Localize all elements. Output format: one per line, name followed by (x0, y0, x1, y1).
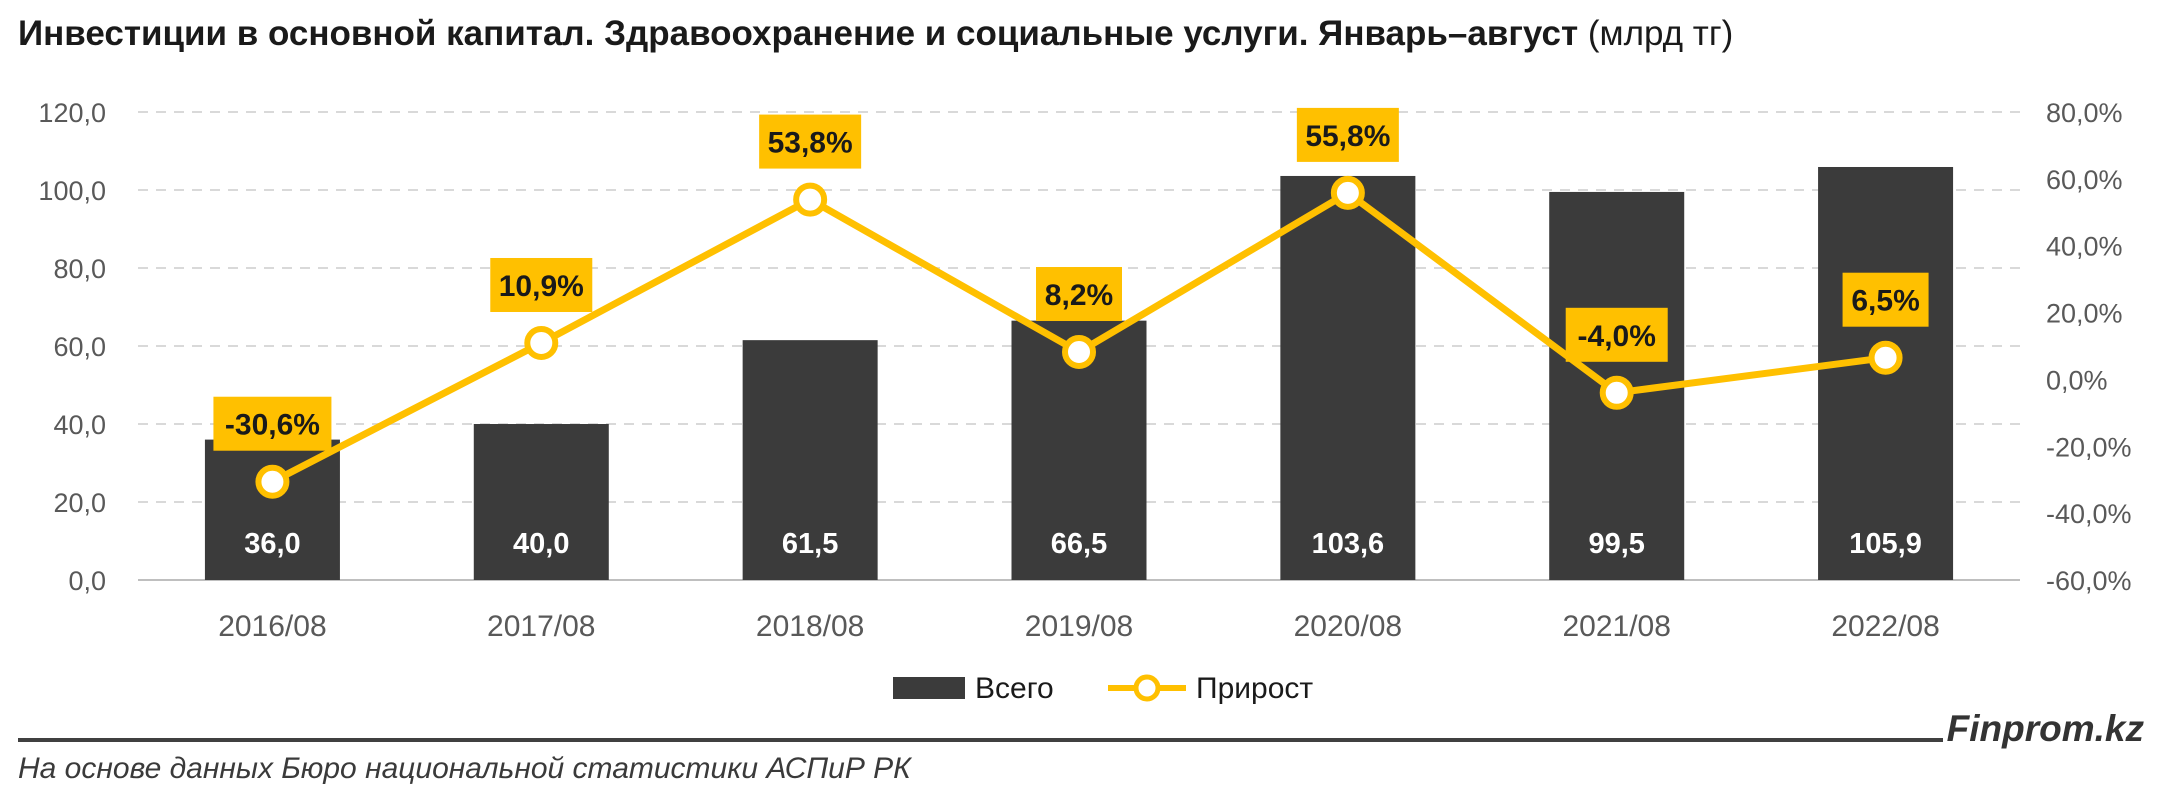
legend-bar-label: Всего (975, 672, 1054, 705)
brand-logo-text: Finprom.kz (1946, 708, 2144, 749)
growth-value-label: 8,2% (1045, 279, 1113, 312)
growth-label-box (213, 396, 332, 451)
growth-label-box (490, 257, 593, 312)
x-tick-label: 2017/08 (487, 610, 595, 643)
y-left-tick-label: 80,0 (53, 254, 106, 284)
y-right-tick-label: -60,0% (2046, 566, 2132, 596)
bar (204, 439, 340, 580)
legend-line-label: Прирост (1196, 672, 1313, 705)
growth-marker (1062, 335, 1096, 370)
legend-bar-swatch (893, 677, 965, 699)
growth-value-label: 10,9% (499, 270, 584, 303)
y-right-tick-label: 20,0% (2046, 299, 2123, 329)
bar-value-label: 66,5 (1051, 528, 1107, 560)
footer-divider (18, 738, 1943, 742)
y-left-tick-label: 20,0 (53, 488, 106, 518)
y-right-tick-label: -20,0% (2046, 432, 2132, 462)
y-left-tick-label: 0,0 (68, 566, 106, 596)
growth-value-label: 55,8% (1305, 120, 1390, 153)
y-left-tick-label: 100,0 (38, 176, 106, 206)
bar-value-label: 99,5 (1588, 528, 1644, 560)
growth-value-label: 53,8% (768, 127, 853, 160)
y-right-tick-label: 60,0% (2046, 165, 2123, 195)
bar (742, 340, 878, 580)
x-tick-label: 2022/08 (1831, 610, 1939, 643)
growth-marker (1868, 340, 1903, 375)
bar-value-label: 36,0 (244, 528, 300, 560)
growth-label-box (1036, 267, 1122, 322)
y-left-tick-label: 120,0 (38, 98, 106, 128)
growth-marker (255, 464, 290, 499)
source-note: На основе данных Бюро национальной стати… (18, 752, 911, 785)
x-tick-label: 2016/08 (218, 610, 326, 643)
growth-label-box (1296, 107, 1399, 162)
bar-value-label: 61,5 (782, 528, 838, 560)
growth-marker (793, 182, 828, 217)
growth-value-label: -4,0% (1578, 320, 1656, 353)
bar-value-label: 103,6 (1312, 528, 1385, 560)
combo-chart: 0,0 20,0 40,0 60,0 80,0 100,0 120,0 -60,0% -40,0… (38, 98, 2132, 705)
legend-line-marker (1133, 674, 1161, 702)
x-tick-label: 2019/08 (1025, 610, 1133, 643)
growth-label-box (1842, 272, 1929, 327)
bar (473, 424, 609, 580)
growth-marker (1330, 175, 1365, 210)
bar-value-label: 105,9 (1849, 528, 1922, 560)
growth-value-label: 6,5% (1851, 285, 1919, 318)
growth-label-box (1565, 307, 1668, 362)
bar (1280, 175, 1416, 580)
y-right-tick-label: -40,0% (2046, 499, 2132, 529)
bar-value-label: 40,0 (513, 528, 569, 560)
y-right-tick-label: 80,0% (2046, 98, 2123, 128)
chart-title-main: Инвестиции в основной капитал. Здравоохр… (18, 14, 1579, 53)
growth-marker (524, 325, 559, 360)
y-left-tick-label: 60,0 (53, 332, 106, 362)
chart-title: Инвестиции в основной капитал. Здравоохр… (18, 14, 1733, 54)
y-right-tick-label: 40,0% (2046, 232, 2123, 262)
growth-label-box (759, 114, 862, 169)
x-tick-label: 2021/08 (1562, 610, 1670, 643)
y-left-tick-label: 40,0 (53, 410, 106, 440)
growth-value-label: -30,6% (225, 409, 320, 442)
chart-title-unit: (млрд тг) (1587, 14, 1734, 53)
growth-marker (1599, 375, 1634, 410)
x-tick-label: 2020/08 (1294, 610, 1402, 643)
x-tick-label: 2018/08 (756, 610, 864, 643)
y-right-tick-label: 0,0% (2046, 365, 2108, 395)
